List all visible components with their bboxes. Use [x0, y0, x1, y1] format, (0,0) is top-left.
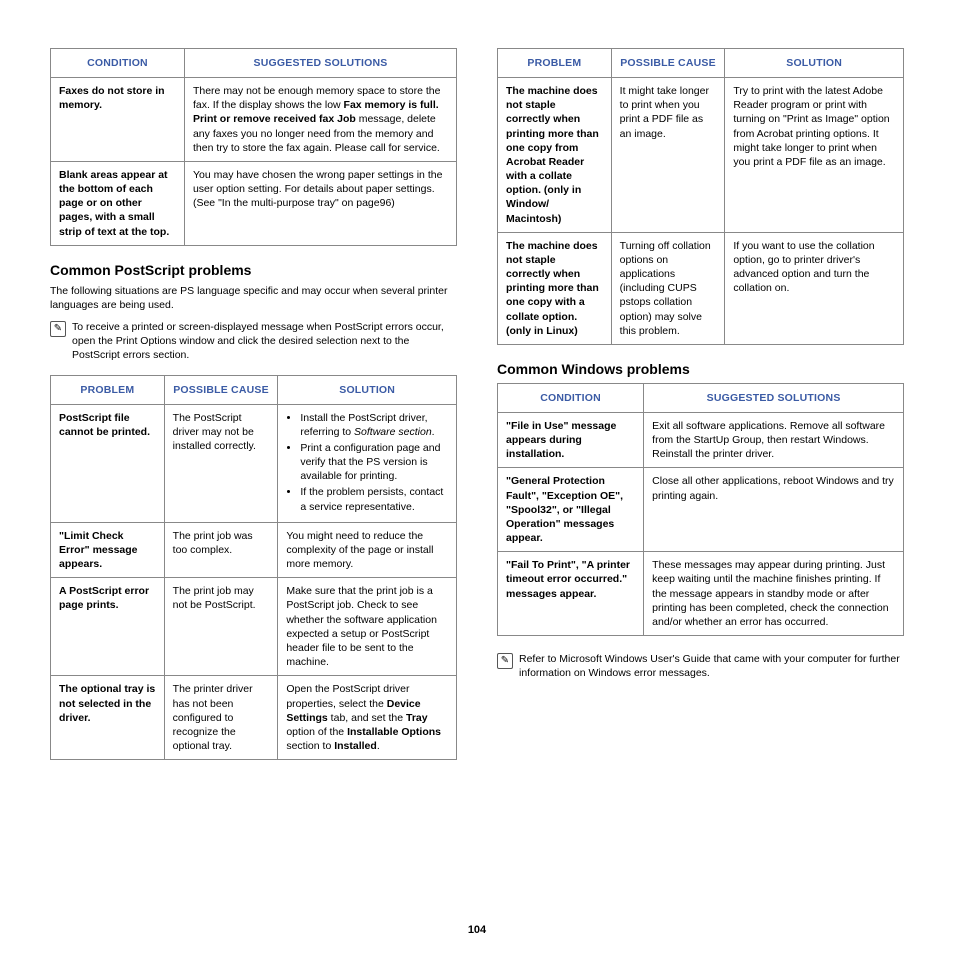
cell-problem: A PostScript error page prints.	[51, 578, 165, 676]
note-icon: ✎	[50, 321, 66, 337]
th-problem: PROBLEM	[498, 49, 612, 78]
table-row: "Fail To Print", "A printer timeout erro…	[498, 552, 904, 636]
cell-condition: "File in Use" message appears during ins…	[498, 412, 644, 468]
fax-table: CONDITION SUGGESTED SOLUTIONS Faxes do n…	[50, 48, 457, 246]
cell-cause: It might take longer to print when you p…	[611, 78, 725, 233]
cell-solution: Exit all software applications. Remove a…	[644, 412, 904, 468]
th-condition: CONDITION	[498, 383, 644, 412]
th-solutions: SUGGESTED SOLUTIONS	[644, 383, 904, 412]
cell-solution: Make sure that the print job is a PostSc…	[278, 578, 457, 676]
table-row: PostScript file cannot be printed. The P…	[51, 404, 457, 522]
page-columns: CONDITION SUGGESTED SOLUTIONS Faxes do n…	[50, 48, 904, 776]
page-number: 104	[0, 924, 954, 936]
note-block: ✎ To receive a printed or screen-display…	[50, 320, 457, 363]
cell-problem: The machine does not staple correctly wh…	[498, 78, 612, 233]
cell-cause: The PostScript driver may not be install…	[164, 404, 278, 522]
cell-solution: If you want to use the collation option,…	[725, 232, 904, 344]
note-block: ✎ Refer to Microsoft Windows User's Guid…	[497, 652, 904, 680]
staple-table: PROBLEM POSSIBLE CAUSE SOLUTION The mach…	[497, 48, 904, 345]
heading-windows: Common Windows problems	[497, 361, 904, 377]
cell-cause: The print job may not be PostScript.	[164, 578, 278, 676]
table-row: "File in Use" message appears during ins…	[498, 412, 904, 468]
table-row: Blank areas appear at the bottom of each…	[51, 161, 457, 245]
intro-text: The following situations are PS language…	[50, 284, 457, 312]
table-row: A PostScript error page prints. The prin…	[51, 578, 457, 676]
note-text: Refer to Microsoft Windows User's Guide …	[519, 652, 904, 680]
th-problem: PROBLEM	[51, 375, 165, 404]
th-solution: SOLUTION	[278, 375, 457, 404]
cell-solution: There may not be enough memory space to …	[184, 78, 456, 162]
cell-problem: PostScript file cannot be printed.	[51, 404, 165, 522]
cell-cause: Turning off collation options on applica…	[611, 232, 725, 344]
table-row: "General Protection Fault", "Exception O…	[498, 468, 904, 552]
table-row: The machine does not staple correctly wh…	[498, 232, 904, 344]
windows-table: CONDITION SUGGESTED SOLUTIONS "File in U…	[497, 383, 904, 636]
table-header-row: PROBLEM POSSIBLE CAUSE SOLUTION	[51, 375, 457, 404]
note-icon: ✎	[497, 653, 513, 669]
th-solutions: SUGGESTED SOLUTIONS	[184, 49, 456, 78]
table-header-row: PROBLEM POSSIBLE CAUSE SOLUTION	[498, 49, 904, 78]
cell-problem: The optional tray is not selected in the…	[51, 676, 165, 760]
cell-solution: You might need to reduce the complexity …	[278, 522, 457, 578]
th-condition: CONDITION	[51, 49, 185, 78]
table-row: The optional tray is not selected in the…	[51, 676, 457, 760]
cell-condition: Blank areas appear at the bottom of each…	[51, 161, 185, 245]
cell-condition: Faxes do not store in memory.	[51, 78, 185, 162]
cell-solution: Try to print with the latest Adobe Reade…	[725, 78, 904, 233]
postscript-table: PROBLEM POSSIBLE CAUSE SOLUTION PostScri…	[50, 375, 457, 761]
th-cause: POSSIBLE CAUSE	[611, 49, 725, 78]
right-column: PROBLEM POSSIBLE CAUSE SOLUTION The mach…	[497, 48, 904, 776]
note-text: To receive a printed or screen-displayed…	[72, 320, 457, 363]
table-header-row: CONDITION SUGGESTED SOLUTIONS	[498, 383, 904, 412]
table-header-row: CONDITION SUGGESTED SOLUTIONS	[51, 49, 457, 78]
table-row: Faxes do not store in memory. There may …	[51, 78, 457, 162]
cell-problem: The machine does not staple correctly wh…	[498, 232, 612, 344]
cell-solution: You may have chosen the wrong paper sett…	[184, 161, 456, 245]
cell-cause: The printer driver has not been configur…	[164, 676, 278, 760]
cell-solution: Install the PostScript driver, referring…	[278, 404, 457, 522]
cell-problem: "Limit Check Error" message appears.	[51, 522, 165, 578]
cell-solution: Close all other applications, reboot Win…	[644, 468, 904, 552]
cell-solution: Open the PostScript driver properties, s…	[278, 676, 457, 760]
table-row: The machine does not staple correctly wh…	[498, 78, 904, 233]
cell-cause: The print job was too complex.	[164, 522, 278, 578]
left-column: CONDITION SUGGESTED SOLUTIONS Faxes do n…	[50, 48, 457, 776]
th-solution: SOLUTION	[725, 49, 904, 78]
table-row: "Limit Check Error" message appears. The…	[51, 522, 457, 578]
heading-postscript: Common PostScript problems	[50, 262, 457, 278]
cell-solution: These messages may appear during printin…	[644, 552, 904, 636]
cell-condition: "Fail To Print", "A printer timeout erro…	[498, 552, 644, 636]
cell-condition: "General Protection Fault", "Exception O…	[498, 468, 644, 552]
th-cause: POSSIBLE CAUSE	[164, 375, 278, 404]
